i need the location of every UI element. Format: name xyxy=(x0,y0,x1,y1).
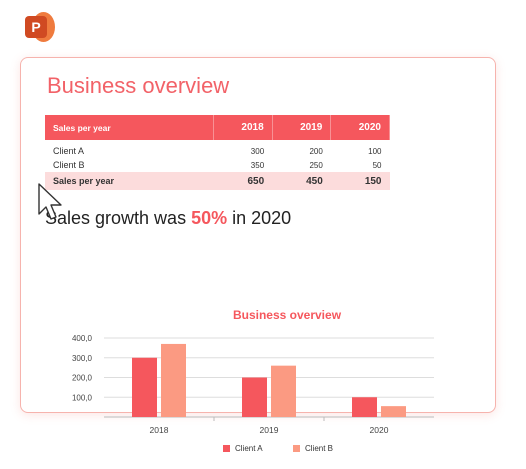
y-tick-label: 100,0 xyxy=(72,393,93,402)
x-tick-label: 2020 xyxy=(370,425,389,435)
bar-client-a xyxy=(132,357,157,417)
legend-swatch xyxy=(223,445,230,452)
row-label: Client A xyxy=(53,146,85,156)
powerpoint-icon[interactable]: P xyxy=(25,12,55,42)
sales-table: Sales per year 2018 2019 2020 Client A 3… xyxy=(45,115,390,190)
legend-swatch xyxy=(293,445,300,452)
table-header-cell: 2020 xyxy=(330,115,390,140)
legend-label: Client B xyxy=(305,444,333,453)
chart-title: Business overview xyxy=(233,308,342,322)
table-cell: 250 xyxy=(309,160,323,170)
legend-label: Client A xyxy=(235,444,263,453)
table-total-row: Sales per year 650 450 150 xyxy=(45,172,390,190)
row-label: Sales per year xyxy=(45,172,214,190)
growth-prefix: Sales growth was xyxy=(45,208,192,228)
growth-highlight: 50% xyxy=(191,208,228,228)
growth-suffix: in 2020 xyxy=(227,208,292,228)
table-header-cell: Sales per year xyxy=(45,115,214,140)
table-row: Client A 300 200 100 xyxy=(45,140,390,158)
powerpoint-icon-letter: P xyxy=(25,16,47,38)
table-cell: 50 xyxy=(372,160,382,170)
row-label: Client B xyxy=(53,160,85,170)
slide-title: Business overview xyxy=(47,73,230,98)
y-tick-label: 200,0 xyxy=(72,374,93,383)
table-cell: 200 xyxy=(309,146,323,156)
x-tick-label: 2018 xyxy=(150,425,169,435)
table-cell: 100 xyxy=(368,146,382,156)
bar-client-a xyxy=(352,397,377,417)
bar-client-b xyxy=(161,343,186,417)
table-cell: 150 xyxy=(330,172,390,190)
x-tick-label: 2019 xyxy=(260,425,279,435)
y-tick-label: 300,0 xyxy=(72,354,93,363)
table-header-cell: 2019 xyxy=(272,115,332,140)
bar-chart[interactable]: Business overview 100,0 200,0 300,0 400,0 201… xyxy=(41,115,515,469)
table-header-row: Sales per year 2018 2019 2020 xyxy=(45,115,390,140)
bar-client-a xyxy=(242,377,267,417)
table-cell: 350 xyxy=(250,160,265,170)
table-cell: 650 xyxy=(213,172,273,190)
bar-client-b xyxy=(381,406,406,417)
y-tick-label: 400,0 xyxy=(72,334,93,343)
slide[interactable]: Business overview Sales per year 2018 20… xyxy=(20,57,496,453)
table-row: Client B 350 250 50 xyxy=(45,158,390,172)
table-cell: 300 xyxy=(250,146,265,156)
mouse-cursor-icon xyxy=(38,183,62,220)
table-header-cell: 2018 xyxy=(213,115,273,140)
bar-client-b xyxy=(271,365,296,417)
growth-text: Sales growth was 50% in 2020 xyxy=(45,208,291,229)
table-cell: 450 xyxy=(272,172,331,190)
